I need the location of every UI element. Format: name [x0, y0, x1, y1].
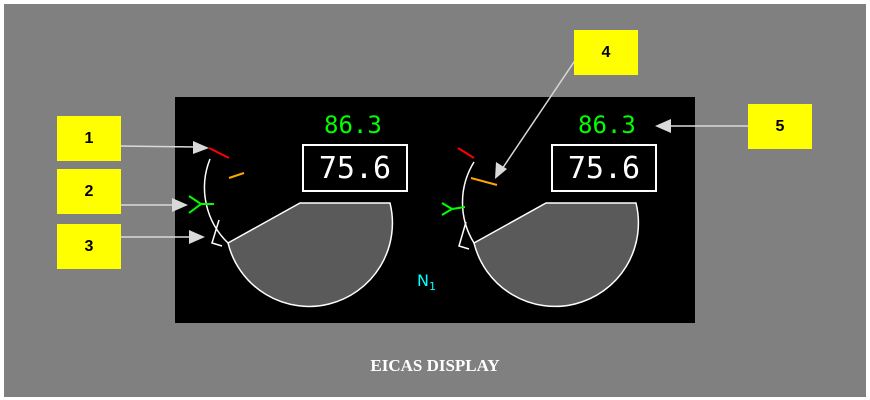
left-redline-tick — [208, 147, 230, 159]
callout-4-arrowhead — [495, 162, 507, 179]
parameter-label-base: N — [417, 271, 429, 290]
left-target-n1-value: 86.3 — [324, 111, 382, 139]
right-n1-gauge — [441, 147, 640, 308]
right-command-bracket — [458, 221, 470, 250]
left-actual-n1-readout: 75.6 — [302, 144, 408, 192]
right-target-bug — [441, 202, 466, 216]
callout-1-arrowhead — [193, 141, 209, 154]
callout-3-arrowhead — [189, 230, 205, 244]
right-gauge-fill — [473, 202, 640, 308]
right-amber-tick — [470, 177, 498, 186]
callout-5-arrowhead — [655, 119, 671, 133]
callout-2-arrowhead — [172, 198, 188, 212]
callout-3: 3 — [57, 224, 121, 269]
callout-5: 5 — [748, 104, 812, 149]
callout-2: 2 — [57, 169, 121, 214]
left-amber-tick — [228, 172, 245, 179]
callout-4: 4 — [574, 30, 638, 75]
diagram-caption: EICAS DISPLAY — [370, 356, 500, 375]
right-redline-tick — [457, 147, 475, 159]
right-gauge-arc — [461, 161, 475, 244]
right-target-n1-value: 86.3 — [578, 111, 636, 139]
callout-1-leader — [120, 145, 198, 148]
parameter-label-sub: 1 — [428, 280, 436, 294]
right-actual-n1-readout: 75.6 — [551, 144, 657, 192]
callout-1: 1 — [57, 116, 121, 161]
left-command-bracket — [211, 219, 223, 247]
parameter-label: N1 — [417, 271, 436, 293]
callout-leaders — [120, 58, 748, 244]
left-gauge-fill — [227, 202, 394, 308]
left-target-bug — [188, 195, 214, 214]
callout-4-leader — [501, 58, 577, 170]
left-n1-gauge — [188, 147, 394, 308]
